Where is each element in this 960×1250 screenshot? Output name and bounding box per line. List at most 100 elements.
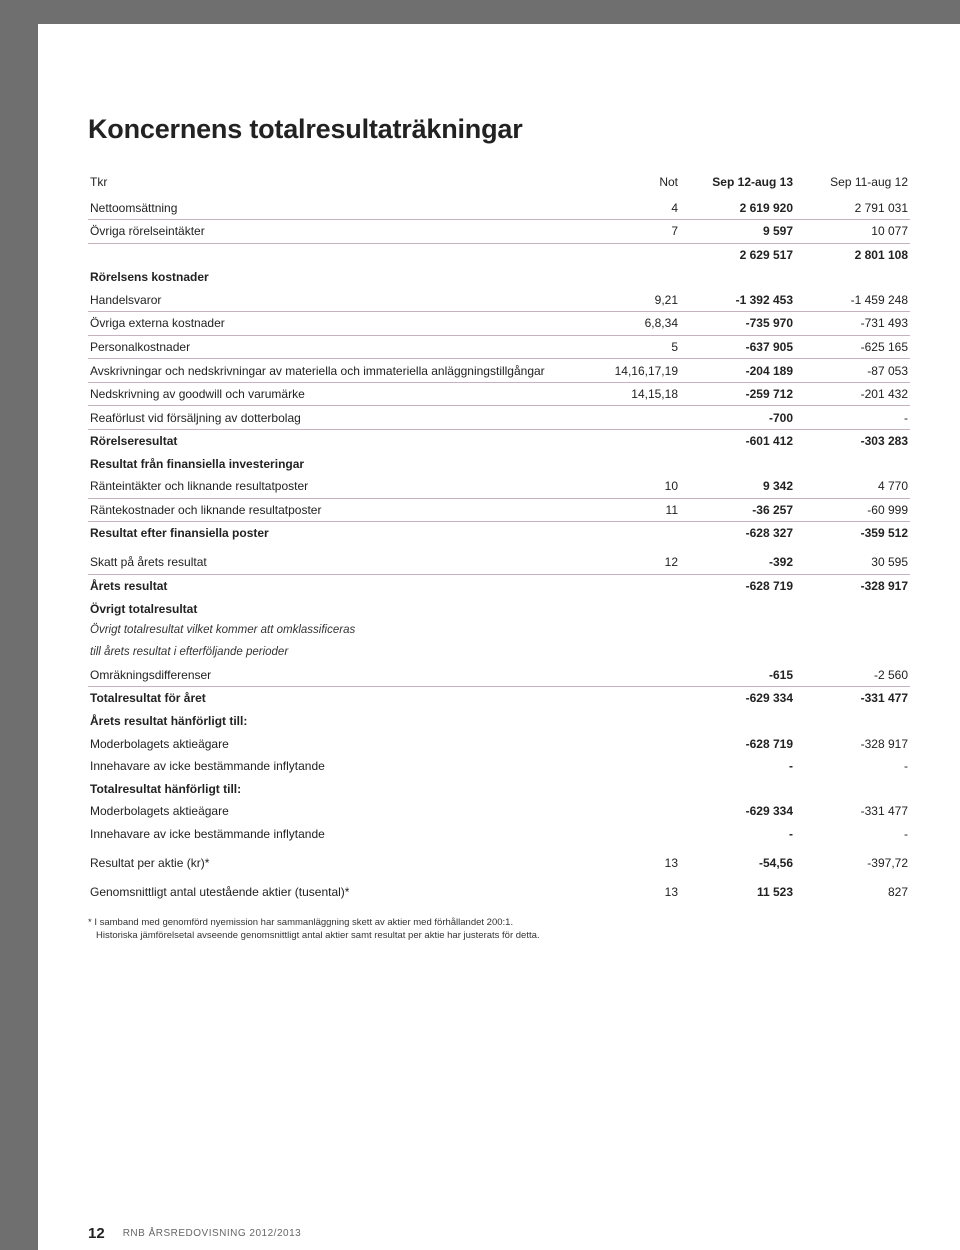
row-value-1 bbox=[680, 777, 795, 800]
page-footer: 12 RNB ÅRSREDOVISNING 2012/2013 bbox=[38, 1216, 960, 1250]
row-note bbox=[600, 664, 680, 687]
row-value-2 bbox=[795, 710, 910, 733]
row-value-1: -392 bbox=[680, 551, 795, 574]
row-value-1: -1 392 453 bbox=[680, 289, 795, 312]
row-label: Resultat efter finansiella poster bbox=[88, 522, 600, 545]
table-row: Moderbolagets aktieägare-629 334-331 477 bbox=[88, 800, 910, 823]
row-value-1: 11 523 bbox=[680, 880, 795, 903]
row-label bbox=[88, 243, 600, 266]
row-note: 13 bbox=[600, 880, 680, 903]
row-note bbox=[600, 777, 680, 800]
row-label: Totalresultat hänförligt till: bbox=[88, 777, 600, 800]
table-row: Totalresultat för året-629 334-331 477 bbox=[88, 687, 910, 710]
row-value-2 bbox=[795, 777, 910, 800]
table-row: Rörelsens kostnader bbox=[88, 266, 910, 289]
table-row: Resultat efter finansiella poster-628 32… bbox=[88, 522, 910, 545]
page-title: Koncernens totalresultaträkningar bbox=[88, 114, 910, 145]
row-note: 14,15,18 bbox=[600, 382, 680, 406]
row-value-2: 10 077 bbox=[795, 219, 910, 243]
table-row: Avskrivningar och nedskrivningar av mate… bbox=[88, 359, 910, 383]
row-label: Rörelseresultat bbox=[88, 430, 600, 453]
row-label: Räntekostnader och liknande resultatpost… bbox=[88, 498, 600, 522]
row-value-1: -628 719 bbox=[680, 574, 795, 597]
table-row: Handelsvaror9,21-1 392 453-1 459 248 bbox=[88, 289, 910, 312]
row-label: Resultat från finansiella investeringar bbox=[88, 453, 600, 476]
row-note bbox=[600, 597, 680, 620]
row-value-1: 9 342 bbox=[680, 475, 795, 498]
row-value-1 bbox=[680, 453, 795, 476]
table-row: Övrigt totalresultat vilket kommer att o… bbox=[88, 620, 910, 642]
row-value-1: - bbox=[680, 755, 795, 778]
row-value-1: -735 970 bbox=[680, 312, 795, 336]
row-note bbox=[600, 406, 680, 430]
row-label: Genomsnittligt antal utestående aktier (… bbox=[88, 880, 600, 903]
table-row: Nedskrivning av goodwill och varumärke14… bbox=[88, 382, 910, 406]
row-value-2: 2 791 031 bbox=[795, 196, 910, 219]
row-value-1: 2 619 920 bbox=[680, 196, 795, 219]
row-value-1: -629 334 bbox=[680, 687, 795, 710]
row-note bbox=[600, 823, 680, 846]
row-value-2: -731 493 bbox=[795, 312, 910, 336]
row-value-1: -615 bbox=[680, 664, 795, 687]
row-note: 10 bbox=[600, 475, 680, 498]
row-value-2: 2 801 108 bbox=[795, 243, 910, 266]
row-label: till årets resultat i efterföljande peri… bbox=[88, 642, 910, 664]
table-row: 2 629 5172 801 108 bbox=[88, 243, 910, 266]
row-value-1: -601 412 bbox=[680, 430, 795, 453]
row-label: Resultat per aktie (kr)* bbox=[88, 852, 600, 875]
row-value-2: - bbox=[795, 755, 910, 778]
table-row: Moderbolagets aktieägare-628 719-328 917 bbox=[88, 732, 910, 755]
row-note bbox=[600, 243, 680, 266]
row-value-2: - bbox=[795, 823, 910, 846]
table-row: Nettoomsättning42 619 9202 791 031 bbox=[88, 196, 910, 219]
row-value-1: 9 597 bbox=[680, 219, 795, 243]
row-value-1: -54,56 bbox=[680, 852, 795, 875]
row-value-1: -628 719 bbox=[680, 732, 795, 755]
table-row: Rörelseresultat-601 412-303 283 bbox=[88, 430, 910, 453]
row-value-1: -637 905 bbox=[680, 335, 795, 359]
row-label: Handelsvaror bbox=[88, 289, 600, 312]
row-note bbox=[600, 687, 680, 710]
table-row: Genomsnittligt antal utestående aktier (… bbox=[88, 880, 910, 903]
row-label: Årets resultat hänförligt till: bbox=[88, 710, 600, 733]
table-row: Övrigt totalresultat bbox=[88, 597, 910, 620]
row-value-2 bbox=[795, 597, 910, 620]
row-note bbox=[600, 755, 680, 778]
table-row: Skatt på årets resultat12-39230 595 bbox=[88, 551, 910, 574]
row-value-1: -700 bbox=[680, 406, 795, 430]
row-value-2: 30 595 bbox=[795, 551, 910, 574]
row-note: 12 bbox=[600, 551, 680, 574]
col-not: Not bbox=[600, 171, 680, 196]
table-row: Innehavare av icke bestämmande inflytand… bbox=[88, 823, 910, 846]
row-label: Övriga rörelseintäkter bbox=[88, 219, 600, 243]
row-value-1: 2 629 517 bbox=[680, 243, 795, 266]
row-note: 13 bbox=[600, 852, 680, 875]
row-value-1: -36 257 bbox=[680, 498, 795, 522]
row-label: Personalkostnader bbox=[88, 335, 600, 359]
footer-text: RNB ÅRSREDOVISNING 2012/2013 bbox=[123, 1228, 302, 1239]
row-value-2 bbox=[795, 453, 910, 476]
table-row: Ränteintäkter och liknande resultatposte… bbox=[88, 475, 910, 498]
row-value-2: -331 477 bbox=[795, 687, 910, 710]
page-number: 12 bbox=[88, 1225, 105, 1242]
row-note bbox=[600, 800, 680, 823]
row-value-2: -328 917 bbox=[795, 732, 910, 755]
row-note bbox=[600, 522, 680, 545]
row-label: Nedskrivning av goodwill och varumärke bbox=[88, 382, 600, 406]
page: Koncernens totalresultaträkningar Tkr No… bbox=[38, 24, 960, 1250]
footnote-line-1: * I samband med genomförd nyemission har… bbox=[88, 917, 910, 930]
row-value-1: -629 334 bbox=[680, 800, 795, 823]
row-value-2: 4 770 bbox=[795, 475, 910, 498]
row-note: 11 bbox=[600, 498, 680, 522]
row-value-1 bbox=[680, 710, 795, 733]
table-header-row: Tkr Not Sep 12-aug 13 Sep 11-aug 12 bbox=[88, 171, 910, 196]
row-label: Moderbolagets aktieägare bbox=[88, 800, 600, 823]
row-note: 5 bbox=[600, 335, 680, 359]
row-note bbox=[600, 430, 680, 453]
table-row: Omräkningsdifferenser-615-2 560 bbox=[88, 664, 910, 687]
row-note: 6,8,34 bbox=[600, 312, 680, 336]
row-value-2: 827 bbox=[795, 880, 910, 903]
row-value-2 bbox=[795, 266, 910, 289]
row-note: 14,16,17,19 bbox=[600, 359, 680, 383]
row-label: Skatt på årets resultat bbox=[88, 551, 600, 574]
